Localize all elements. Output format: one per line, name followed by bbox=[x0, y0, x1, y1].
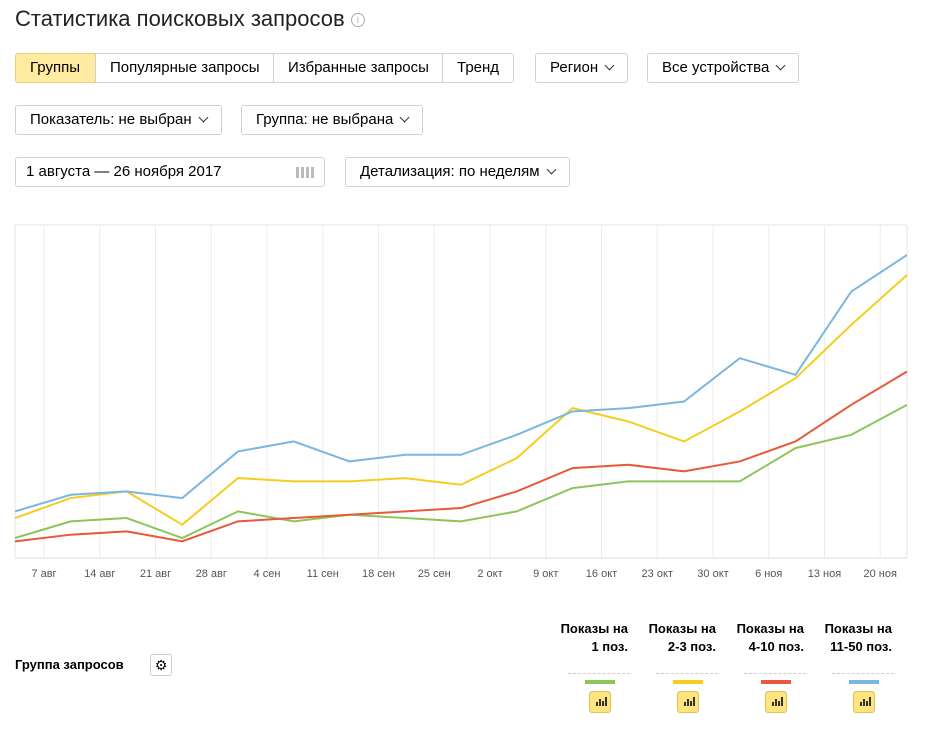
chart-icon[interactable] bbox=[677, 691, 699, 713]
legend-swatch bbox=[761, 680, 791, 684]
divider bbox=[656, 673, 718, 674]
x-tick-label: 21 авг bbox=[140, 568, 171, 580]
x-tick-label: 20 ноя bbox=[864, 568, 897, 580]
x-tick-label: 11 сен bbox=[307, 568, 339, 580]
series-line bbox=[14, 370, 908, 543]
legend-swatch bbox=[849, 680, 879, 684]
divider bbox=[832, 673, 894, 674]
title-text: Статистика поисковых запросов bbox=[15, 6, 345, 31]
group-dropdown[interactable]: Группа: не выбрана bbox=[241, 105, 424, 135]
x-tick-label: 14 авг bbox=[84, 568, 115, 580]
tab[interactable]: Тренд bbox=[442, 53, 514, 83]
x-tick-label: 6 ноя bbox=[755, 568, 782, 580]
x-tick-label: 4 сен bbox=[254, 568, 281, 580]
region-dropdown[interactable]: Регион bbox=[535, 53, 629, 83]
x-tick-label: 13 ноя bbox=[808, 568, 841, 580]
label: Детализация: по неделям bbox=[360, 163, 540, 180]
calendar-icon bbox=[296, 167, 314, 178]
chart-icon[interactable] bbox=[853, 691, 875, 713]
series-line bbox=[14, 254, 908, 513]
chart: 7 авг 14 авг 21 авг 28 авг 4 сен 11 сен 18 сен… bbox=[14, 224, 908, 580]
column-header[interactable]: Показы на 2-3 поз. bbox=[648, 621, 716, 654]
x-tick-label: 25 сен bbox=[418, 568, 451, 580]
column-header[interactable]: Показы на 1 поз. bbox=[560, 621, 628, 654]
divider bbox=[568, 673, 630, 674]
settings-button[interactable]: ⚙ bbox=[150, 654, 172, 676]
detail-dropdown[interactable]: Детализация: по неделям bbox=[345, 157, 570, 187]
x-tick-label: 23 окт bbox=[642, 568, 673, 580]
series-line bbox=[14, 403, 908, 540]
series-line bbox=[14, 274, 908, 526]
legend-swatch bbox=[673, 680, 703, 684]
x-tick-label: 28 авг bbox=[196, 568, 227, 580]
tab[interactable]: Избранные запросы bbox=[273, 53, 443, 83]
divider bbox=[744, 673, 806, 674]
date-input[interactable]: 1 августа — 26 ноября 2017 bbox=[15, 157, 325, 187]
tab[interactable]: Популярные запросы bbox=[95, 53, 274, 83]
tab[interactable]: Группы bbox=[15, 53, 96, 83]
x-tick-label: 2 окт bbox=[477, 568, 502, 580]
label: Показатель: не выбран bbox=[30, 111, 192, 128]
column-header[interactable]: Показы на 11-50 поз. bbox=[824, 621, 892, 654]
devices-dropdown[interactable]: Все устройства bbox=[647, 53, 800, 83]
indicator-dropdown[interactable]: Показатель: не выбран bbox=[15, 105, 222, 135]
x-tick-label: 30 окт bbox=[697, 568, 728, 580]
x-tick-label: 7 авг bbox=[31, 568, 56, 580]
label: Группа: не выбрана bbox=[256, 111, 394, 128]
label: Все устройства bbox=[662, 59, 770, 76]
chart-icon[interactable] bbox=[589, 691, 611, 713]
legend-swatch bbox=[585, 680, 615, 684]
x-tick-label: 18 сен bbox=[362, 568, 395, 580]
column-header[interactable]: Показы на 4-10 поз. bbox=[736, 621, 804, 654]
group-header: Группа запросов bbox=[15, 657, 124, 672]
page-title: Статистика поисковых запросов i bbox=[15, 6, 365, 32]
x-tick-label: 16 окт bbox=[586, 568, 617, 580]
chart-icon[interactable] bbox=[765, 691, 787, 713]
label: Регион bbox=[550, 59, 599, 76]
label: 1 августа — 26 ноября 2017 bbox=[26, 163, 222, 180]
x-tick-label: 9 окт bbox=[533, 568, 558, 580]
info-icon[interactable]: i bbox=[350, 13, 365, 28]
